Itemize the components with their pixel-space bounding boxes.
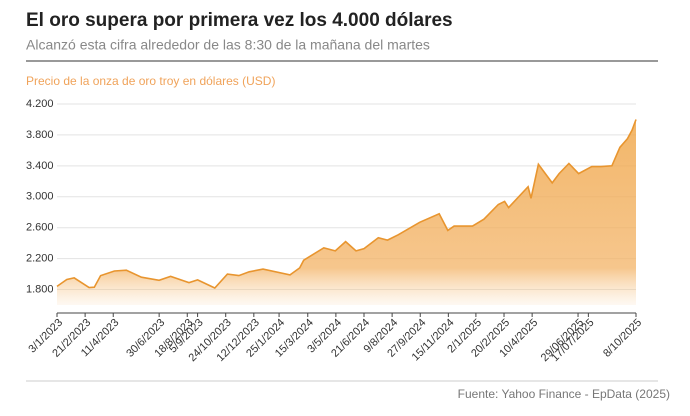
line bbox=[56, 119, 637, 289]
y-tick-label: 2.200 bbox=[26, 253, 54, 265]
y-tick-label: 3.000 bbox=[26, 191, 54, 203]
source: Fuente: Yahoo Finance - EpData (2025) bbox=[458, 387, 670, 401]
area bbox=[57, 119, 636, 305]
y-tick-label: 1.800 bbox=[26, 283, 54, 295]
y-tick-label: 3.800 bbox=[26, 129, 54, 141]
y-tick-label: 4.200 bbox=[26, 98, 54, 110]
chart-title: El oro supera por primera vez los 4.000 … bbox=[26, 10, 453, 31]
chart-subtitle: Alcanzó esta cifra alrededor de las 8:30… bbox=[26, 37, 430, 53]
y-tick-label: 2.600 bbox=[26, 222, 54, 234]
y-tick-label: 3.400 bbox=[26, 160, 54, 172]
x-tick-label: 8/10/2025 bbox=[601, 317, 644, 360]
y-axis-title: Precio de la onza de oro troy en dólares… bbox=[26, 74, 275, 88]
